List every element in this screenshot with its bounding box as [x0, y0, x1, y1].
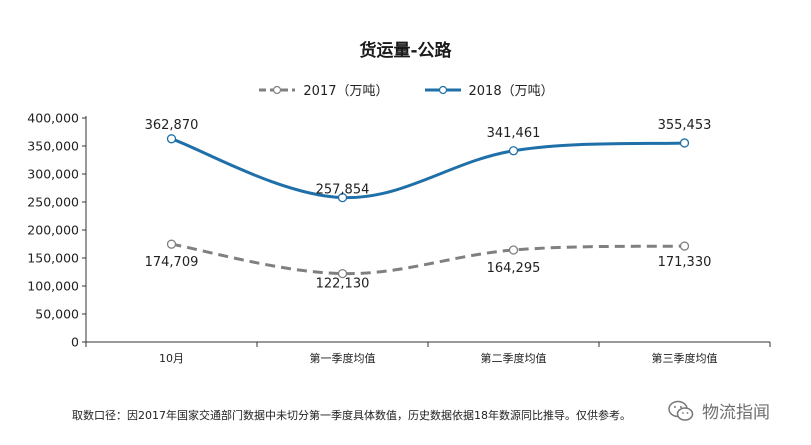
data-point	[166, 134, 177, 144]
data-point	[679, 138, 690, 148]
wechat-icon	[668, 400, 694, 421]
data-label: 164,295	[487, 261, 541, 276]
x-tick-label: 第三季度均值	[652, 351, 718, 365]
watermark: 物流指闻	[668, 398, 770, 423]
legend-swatch-2018	[424, 85, 461, 94]
data-point	[337, 192, 348, 203]
legend-item-2017: 2017（万吨）	[257, 80, 389, 99]
data-label: 171,330	[658, 255, 712, 270]
data-point	[508, 245, 519, 255]
y-tick-label: 0	[71, 335, 79, 350]
y-tick-label: 400,000	[27, 111, 79, 126]
data-label: 362,870	[145, 118, 199, 133]
y-tick-label: 350,000	[27, 139, 79, 154]
series-line-0	[171, 242, 685, 276]
chart-title: 货运量-公路	[359, 41, 452, 61]
data-label: 174,709	[145, 255, 199, 270]
x-tick-label: 第二季度均值	[481, 351, 547, 365]
series-line-1	[171, 137, 685, 200]
watermark-text: 物流指闻	[702, 403, 770, 423]
data-point	[166, 239, 177, 249]
legend-label-2017: 2017（万吨）	[303, 84, 389, 99]
x-tick-label: 10月	[159, 352, 184, 365]
y-tick-label: 200,000	[27, 223, 79, 238]
x-tick-label: 第一季度均值	[310, 351, 376, 365]
footnote: 取数口径：因2017年国家交通部门数据中未切分第一季度具体数值，历史数据依据18…	[72, 409, 631, 422]
data-label: 122,130	[316, 277, 370, 292]
data-label: 341,461	[487, 126, 541, 141]
y-tick-label: 100,000	[27, 279, 79, 294]
data-point	[508, 146, 519, 156]
y-tick-label: 50,000	[35, 307, 79, 322]
data-label: 257,854	[316, 183, 370, 198]
data-label: 355,453	[658, 118, 712, 133]
data-point	[679, 241, 690, 251]
legend-item-2018: 2018（万吨）	[423, 80, 554, 99]
data-point	[337, 268, 348, 279]
legend-swatch-2017	[259, 85, 296, 94]
legend-label-2018: 2018（万吨）	[468, 84, 554, 99]
chart-legend: 2017（万吨） 2018（万吨）	[0, 80, 811, 99]
y-tick-label: 150,000	[27, 251, 79, 266]
y-tick-label: 250,000	[27, 195, 79, 210]
y-tick-label: 300,000	[27, 167, 79, 182]
